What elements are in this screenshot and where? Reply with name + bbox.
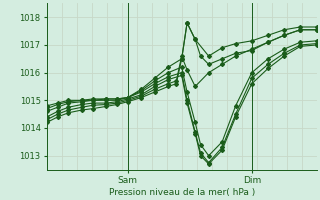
X-axis label: Pression niveau de la mer( hPa ): Pression niveau de la mer( hPa ) [108, 188, 255, 197]
